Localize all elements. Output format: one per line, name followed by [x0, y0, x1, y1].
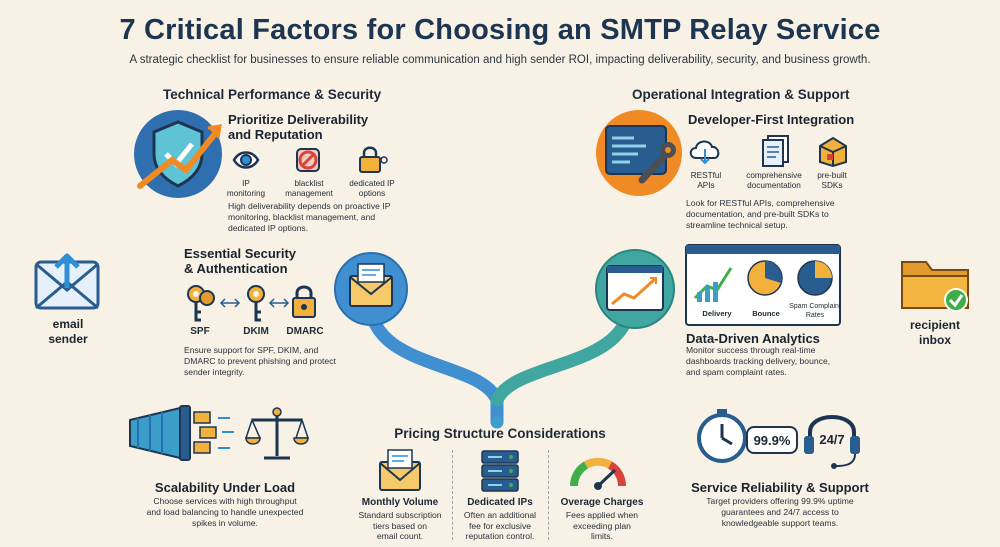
security-text: Ensure support for SPF, DKIM, and DMARC …: [184, 345, 336, 377]
uptime-badge: [746, 426, 798, 454]
analytics-text: Monitor success through real-time dashbo…: [686, 345, 831, 377]
developer-item-3: pre-built SDKs: [817, 171, 847, 190]
arrow-icon: [268, 298, 290, 308]
section-technical: Technical Performance & Security: [163, 87, 382, 102]
recipient-inbox-label: recipient inbox: [909, 318, 960, 347]
security-item-dmarc: DMARC: [286, 326, 324, 337]
developer-text: Look for RESTful APIs, comprehensive doc…: [686, 198, 835, 230]
page-subtitle: A strategic checklist for businesses to …: [129, 54, 871, 66]
security-heading: Essential Security & Authentication: [184, 246, 296, 276]
pricing-dedicated-text: Often an additional fee for exclusive re…: [463, 510, 537, 541]
cloud-download-icon: [689, 140, 720, 165]
email-node-icon: [334, 252, 408, 326]
developer-item-1: RESTful APIs: [690, 171, 722, 190]
deliverability-item-2: blacklist management: [285, 179, 333, 198]
section-pricing: Pricing Structure Considerations: [394, 426, 606, 441]
documentation-icon: [762, 135, 789, 167]
deliverability-heading: Prioritize Deliverability and Reputation: [228, 112, 369, 142]
dkim-key-icon: [247, 285, 265, 322]
shield-growth-icon: [134, 110, 222, 198]
monthly-volume-icon: [379, 449, 421, 491]
analytics-heading: Data-Driven Analytics: [686, 331, 820, 346]
envelope-upload-icon: [34, 253, 100, 310]
eye-icon: [232, 151, 260, 169]
developer-heading: Developer-First Integration: [688, 112, 855, 127]
scalability-text: Choose services with high throughput and…: [146, 496, 304, 528]
section-operational: Operational Integration & Support: [632, 87, 850, 102]
security-item-dkim: DKIM: [243, 326, 269, 337]
analytics-item-bounce: Bounce: [752, 309, 780, 318]
deliverability-item-1: IP monitoring: [226, 179, 266, 198]
developer-item-2: comprehensive documentation: [746, 171, 802, 190]
pricing-monthly-title: Monthly Volume: [361, 497, 439, 508]
spf-key-icon: [187, 285, 215, 322]
gauge-icon: [569, 457, 627, 490]
clock-icon: [697, 409, 747, 463]
deliverability-text: High deliverability depends on proactive…: [228, 201, 391, 233]
analytics-dashboard-icon: [685, 244, 841, 326]
server-stack-icon: [481, 450, 519, 492]
pricing-overage-text: Fees applied when exceeding plan limits.: [565, 510, 639, 541]
balance-scale-icon: [244, 407, 310, 460]
scalability-heading: Scalability Under Load: [154, 480, 296, 495]
reliability-heading: Service Reliability & Support: [691, 480, 869, 495]
analytics-node-icon: [595, 249, 675, 329]
pricing-overage-title: Overage Charges: [560, 497, 644, 508]
email-sender-label: email sender: [48, 317, 88, 346]
inbox-folder-icon: [901, 261, 969, 312]
headset-icon: [804, 415, 860, 469]
code-tools-icon: [596, 110, 682, 196]
deliverability-item-3: dedicated IP options: [349, 179, 395, 198]
padlock-ip-icon: [359, 146, 388, 173]
arrow-icon: [219, 298, 241, 308]
reliability-text: Target providers offering 99.9% uptime g…: [706, 496, 854, 528]
pricing-divider: [452, 450, 453, 540]
sdk-box-icon: [819, 136, 847, 168]
blacklist-icon: [296, 148, 320, 172]
megaphone-icon: [129, 405, 234, 461]
pricing-dedicated-title: Dedicated IPs: [467, 497, 533, 508]
pricing-monthly-text: Standard subscription tiers based on ema…: [358, 510, 442, 541]
dmarc-lock-icon: [292, 285, 316, 318]
page-title: 7 Critical Factors for Choosing an SMTP …: [119, 14, 881, 46]
analytics-item-spam: Spam Complaint Rates: [789, 303, 841, 319]
uptime-value: 99.9%: [753, 433, 791, 448]
pricing-divider: [548, 450, 549, 540]
support-value: 24/7: [819, 432, 845, 447]
security-item-spf: SPF: [190, 326, 210, 337]
analytics-item-delivery: Delivery: [702, 309, 732, 318]
